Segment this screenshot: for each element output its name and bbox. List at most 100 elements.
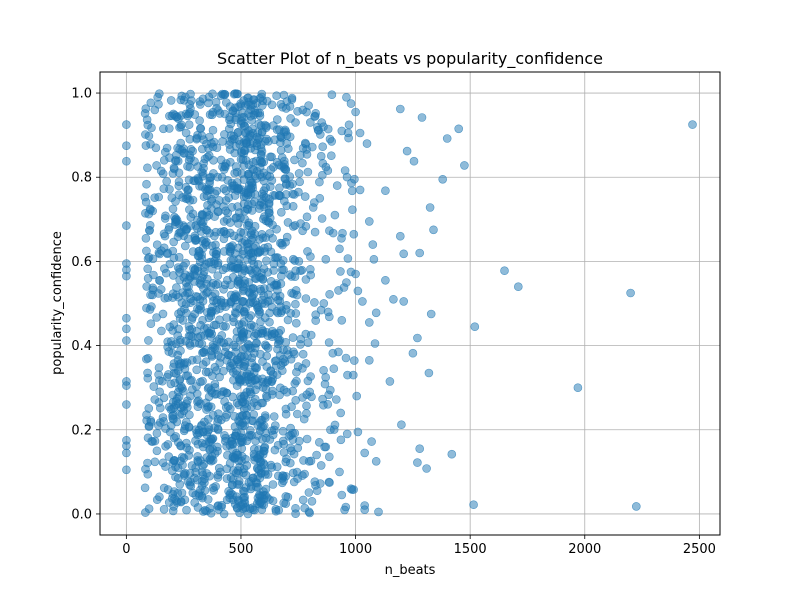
scatter-point: [141, 197, 151, 207]
scatter-point: [280, 160, 289, 169]
scatter-point: [268, 390, 277, 399]
scatter-point: [196, 485, 205, 495]
scatter-point: [346, 267, 356, 277]
scatter-point: [242, 411, 251, 420]
scatter-point: [415, 444, 425, 454]
scatter-point: [282, 387, 292, 397]
scatter-point: [264, 208, 274, 218]
scatter-point: [245, 504, 255, 513]
scatter-point: [182, 399, 191, 409]
scatter-point: [268, 496, 278, 506]
scatter-point: [168, 246, 178, 256]
scatter-point: [152, 495, 162, 505]
scatter-point: [201, 357, 211, 367]
scatter-point: [255, 108, 265, 118]
y-tick-label: 0.8: [71, 171, 92, 186]
scatter-point: [173, 463, 183, 473]
scatter-point: [177, 488, 187, 498]
scatter-point: [688, 120, 697, 129]
scatter-point: [195, 97, 205, 106]
x-axis-label: n_beats: [385, 563, 436, 578]
scatter-point: [426, 309, 436, 319]
scatter-point: [122, 448, 131, 458]
scatter-point: [470, 322, 480, 332]
scatter-point: [207, 196, 216, 206]
scatter-point: [165, 124, 174, 133]
scatter-point: [298, 226, 307, 236]
scatter-point: [172, 290, 181, 300]
scatter-point: [141, 234, 151, 243]
scatter-point: [210, 343, 220, 353]
scatter-point: [312, 450, 321, 460]
scatter-point: [408, 348, 418, 358]
scatter-point: [203, 495, 213, 504]
y-tick-label: 0.6: [71, 255, 92, 270]
scatter-point: [230, 103, 240, 113]
scatter-point: [229, 131, 238, 141]
scatter-point: [429, 225, 438, 235]
scatter-point: [242, 139, 251, 149]
scatter-point: [293, 107, 302, 116]
scatter-point: [342, 172, 352, 182]
scatter-point: [204, 383, 214, 392]
scatter-point: [145, 226, 154, 235]
scatter-point: [150, 457, 160, 467]
scatter-point: [185, 480, 194, 490]
scatter-point: [315, 177, 324, 187]
scatter-point: [181, 182, 191, 192]
scatter-point: [267, 463, 277, 472]
scatter-point: [295, 177, 305, 187]
scatter-point: [218, 387, 227, 396]
scatter-point: [364, 318, 374, 327]
scatter-point: [307, 392, 316, 402]
scatter-point: [157, 326, 166, 336]
scatter-point: [272, 91, 281, 100]
scatter-point: [142, 246, 151, 256]
scatter-point: [171, 339, 181, 349]
scatter-point: [231, 347, 240, 357]
scatter-point: [513, 282, 523, 292]
scatter-point: [269, 412, 279, 421]
scatter-point: [205, 179, 214, 189]
scatter-point: [174, 252, 184, 262]
scatter-point: [348, 205, 357, 214]
scatter-point: [145, 305, 155, 314]
scatter-point: [169, 359, 179, 368]
scatter-point: [230, 422, 240, 432]
x-tick-label: 500: [229, 542, 254, 557]
scatter-point: [247, 206, 257, 215]
scatter-point: [381, 275, 390, 285]
scatter-point: [289, 449, 299, 459]
scatter-point: [185, 410, 194, 420]
scatter-point: [277, 473, 287, 483]
scatter-point: [242, 387, 251, 397]
scatter-point: [199, 135, 208, 144]
scatter-point: [302, 401, 311, 411]
scatter-point: [285, 102, 295, 111]
scatter-point: [235, 335, 245, 345]
scatter-point: [216, 352, 226, 362]
scatter-point: [159, 229, 169, 239]
scatter-point: [261, 484, 271, 494]
scatter-point: [197, 182, 207, 191]
scatter-point: [290, 349, 299, 359]
scatter-point: [228, 480, 237, 490]
scatter-point: [196, 124, 205, 133]
scatter-point: [286, 308, 296, 318]
scatter-point: [321, 372, 331, 382]
scatter-point: [252, 338, 261, 348]
scatter-point: [317, 214, 327, 223]
scatter-point: [179, 96, 189, 105]
scatter-point: [194, 251, 204, 261]
scatter-point: [195, 116, 204, 125]
scatter-point: [251, 265, 260, 274]
scatter-point: [258, 275, 268, 284]
scatter-point: [160, 264, 169, 273]
scatter-point: [285, 132, 295, 142]
scatter-point: [122, 313, 131, 323]
scatter-point: [210, 423, 219, 433]
scatter-point: [326, 151, 336, 160]
scatter-point: [279, 90, 289, 100]
scatter-point: [260, 467, 270, 476]
scatter-point: [217, 172, 227, 182]
